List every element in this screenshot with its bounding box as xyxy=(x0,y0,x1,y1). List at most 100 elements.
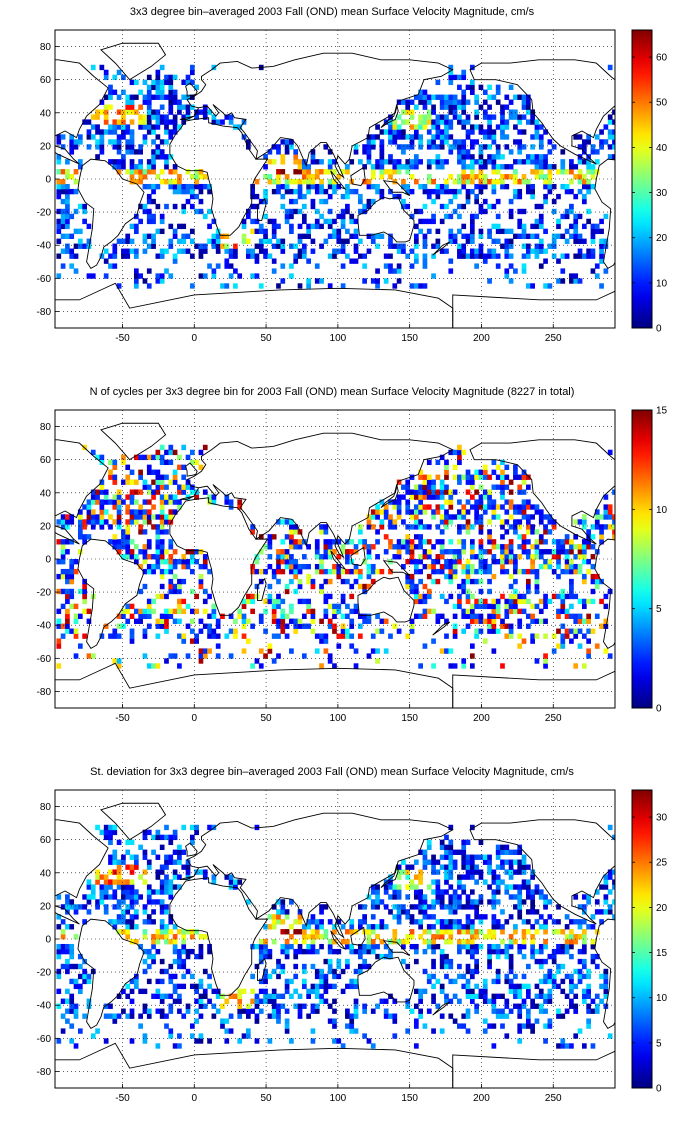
bin-cell xyxy=(301,1003,307,1009)
bin-cell xyxy=(573,1003,579,1009)
bin-cell xyxy=(181,484,187,490)
bin-cell xyxy=(426,859,432,865)
bin-cell xyxy=(112,859,118,865)
bin-cell xyxy=(271,608,277,615)
coastline xyxy=(330,550,347,570)
bin-cell xyxy=(465,84,471,90)
bin-cell xyxy=(581,618,587,624)
bin-cell xyxy=(504,183,510,190)
bin-cell xyxy=(185,968,191,975)
bin-cell xyxy=(271,258,277,264)
bin-cell xyxy=(413,223,419,230)
bin-cell xyxy=(431,563,436,570)
bin-cell xyxy=(69,953,75,960)
bin-cell xyxy=(65,588,70,595)
bin-cell xyxy=(297,623,303,629)
bin-cell xyxy=(530,894,535,900)
bin-cell xyxy=(457,899,462,905)
bin-cell xyxy=(345,188,350,195)
bin-cell xyxy=(401,904,406,910)
bin-cell xyxy=(612,514,615,520)
bin-cell xyxy=(513,894,518,900)
bin-cell xyxy=(426,539,432,545)
bin-cell xyxy=(504,124,510,130)
colorbar-tick-label: 50 xyxy=(656,98,668,109)
bin-cell xyxy=(357,539,363,545)
bin-cell xyxy=(181,608,187,615)
bin-cell xyxy=(474,263,479,269)
bin-cell xyxy=(543,514,548,520)
bin-cell xyxy=(366,198,372,205)
bin-cell xyxy=(577,554,583,560)
bin-cell xyxy=(612,914,615,920)
bin-cell xyxy=(82,524,87,530)
coastlines xyxy=(55,42,615,328)
colorbar-tick-label: 0 xyxy=(656,324,662,335)
bin-cell xyxy=(525,159,531,165)
bin-cell xyxy=(198,578,204,585)
bin-cell xyxy=(409,489,415,495)
bin-cell xyxy=(280,618,286,624)
bin-cell xyxy=(146,268,152,274)
bin-cell xyxy=(181,554,187,560)
bin-cell xyxy=(112,144,118,150)
bin-cell xyxy=(418,559,423,565)
bin-cell xyxy=(530,1003,535,1009)
bin-cell xyxy=(581,183,587,190)
bin-cell xyxy=(263,939,268,945)
bin-cell xyxy=(504,608,510,615)
bin-cell xyxy=(590,554,596,560)
bin-cell xyxy=(474,174,479,180)
bin-cell xyxy=(168,859,174,865)
bin-cell xyxy=(491,203,497,210)
bin-cell xyxy=(560,149,566,155)
bin-cell xyxy=(276,223,281,230)
bin-cell xyxy=(138,469,143,475)
bin-cell xyxy=(177,633,182,639)
bin-cell xyxy=(426,174,432,180)
bin-cell xyxy=(409,114,415,120)
bin-cell xyxy=(581,223,587,230)
bin-cell xyxy=(586,248,591,254)
bin-cell xyxy=(500,179,505,185)
bin-cell xyxy=(495,899,501,905)
bin-cell xyxy=(69,174,75,180)
bin-cell xyxy=(129,514,135,520)
bin-cell xyxy=(396,99,402,105)
bin-cell xyxy=(108,854,113,860)
bin-cell xyxy=(461,889,467,895)
bin-cell xyxy=(258,648,264,654)
bin-cell xyxy=(289,524,294,530)
bin-cell xyxy=(590,223,596,230)
bin-cell xyxy=(370,889,376,895)
bin-cell xyxy=(159,84,165,90)
bin-cell xyxy=(534,233,540,239)
bin-cell xyxy=(276,909,281,915)
bin-cell xyxy=(465,854,471,860)
bin-cell xyxy=(525,613,531,619)
bin-cell xyxy=(478,203,484,210)
bin-cell xyxy=(133,273,139,279)
bin-cell xyxy=(177,99,182,105)
bin-cell xyxy=(323,169,329,175)
bin-cell xyxy=(590,268,596,274)
bin-cell xyxy=(142,124,148,130)
bin-cell xyxy=(538,618,544,624)
bin-cell xyxy=(461,924,467,930)
bin-cell xyxy=(543,198,548,205)
bin-cell xyxy=(125,99,131,105)
bin-cell xyxy=(60,623,66,629)
bin-cell xyxy=(65,573,70,580)
bin-cell xyxy=(86,978,92,985)
bin-cell xyxy=(375,934,380,940)
bin-cell xyxy=(538,608,544,615)
bin-cell xyxy=(189,638,195,644)
bin-cell xyxy=(556,968,561,975)
bin-cell xyxy=(258,238,264,244)
bin-cell xyxy=(457,894,462,900)
bin-cell xyxy=(108,539,113,545)
bin-cell xyxy=(121,479,126,485)
bin-cell xyxy=(267,993,273,999)
bin-cell xyxy=(99,524,105,530)
bin-cell xyxy=(366,948,372,955)
